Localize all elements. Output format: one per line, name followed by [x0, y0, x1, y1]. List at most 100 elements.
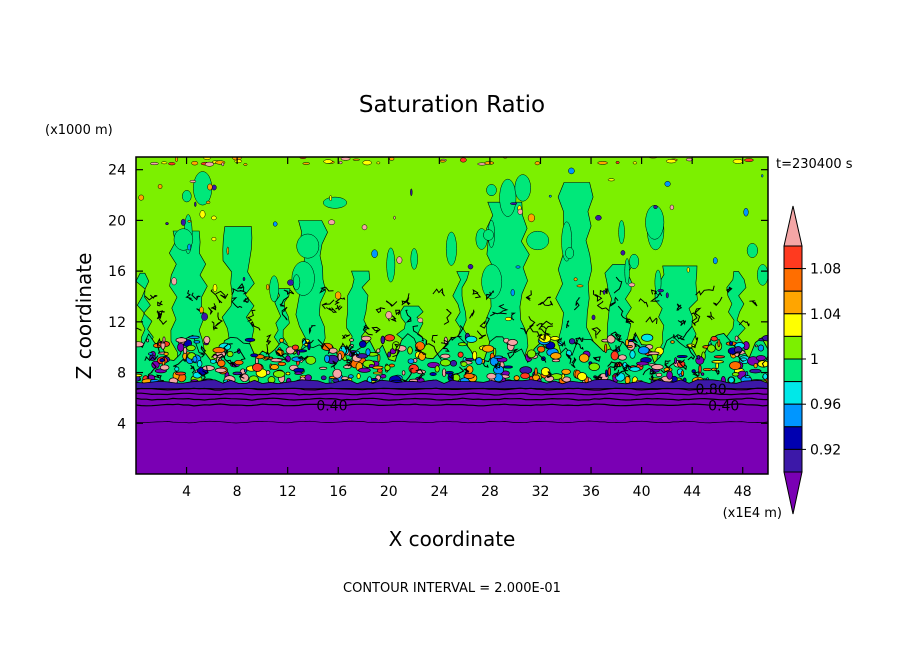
contour-squiggle [215, 290, 229, 300]
contour-squiggle [414, 345, 427, 355]
turbulent-cell [296, 350, 300, 356]
turbulent-cell [460, 361, 468, 367]
contour-label: 0.80 [696, 382, 727, 398]
turbulent-cell [291, 356, 303, 362]
turbulent-cell [294, 371, 303, 375]
top-fragment [632, 161, 638, 165]
turbulent-cell [625, 339, 629, 347]
turbulent-cell [731, 372, 740, 377]
colorbar-label: 0.92 [810, 442, 841, 458]
turbulent-cell [707, 344, 716, 353]
contour-squiggle [599, 287, 609, 296]
cloud-fragment [272, 221, 278, 227]
contour-squiggle [321, 299, 335, 310]
turbulent-cell [285, 355, 291, 363]
contour-squiggle [265, 343, 271, 360]
top-fragment [389, 157, 395, 161]
chart-title: Saturation Ratio [359, 92, 545, 118]
y-tick-label: 8 [117, 366, 126, 382]
contour-squiggle [463, 368, 470, 376]
y-axis-ticks: 4 8 12 16 20 24 [108, 163, 768, 432]
cloud-fragment [329, 195, 332, 201]
contour-squiggle [673, 334, 683, 340]
contour-squiggle [144, 294, 158, 301]
contour-squiggle [575, 336, 584, 343]
contour-squiggle [612, 345, 621, 352]
y-tick-label: 16 [108, 264, 126, 280]
moist-blob [629, 253, 640, 270]
x-tick-label: 8 [233, 484, 242, 500]
turbulent-cell [526, 349, 537, 359]
turbulent-cell [377, 353, 381, 363]
contour-squiggle [536, 332, 547, 342]
contour-squiggle [405, 309, 412, 323]
contour-squiggle [448, 366, 465, 381]
turbulent-cell [434, 365, 440, 373]
contour-squiggle [210, 289, 223, 304]
colorbar-swatch [783, 313, 803, 337]
moist-blob [486, 184, 497, 197]
contour-squiggle [489, 311, 507, 317]
turbulent-cell [534, 367, 538, 376]
contour-squiggle [147, 362, 157, 379]
moist-blob [296, 233, 320, 259]
contour-squiggle [308, 325, 316, 335]
contour-squiggle [441, 342, 450, 352]
turbulent-cell [728, 376, 735, 384]
cloud-fragment [620, 250, 626, 256]
turbulent-cell [680, 370, 685, 376]
cloud-fragment [211, 237, 217, 242]
turbulent-cell [637, 346, 650, 355]
turbulent-cell [651, 364, 664, 370]
turbulent-cell [507, 339, 518, 346]
turbulent-cell [655, 372, 663, 377]
turbulent-cell [618, 354, 627, 361]
top-fragment [376, 161, 381, 165]
turbulent-cell [717, 338, 721, 348]
moist-blob [182, 190, 192, 203]
cloud-fragment [568, 167, 575, 175]
contour-squiggle [425, 340, 442, 360]
contour-label: 0.40 [708, 399, 739, 415]
contour-squiggle [692, 371, 700, 378]
cloud-fragment [686, 267, 690, 273]
turbulent-cell [193, 340, 201, 344]
contour-squiggle [725, 286, 733, 293]
contour-squiggle [507, 312, 516, 321]
x-tick-label: 32 [532, 484, 550, 500]
contour-squiggle [520, 324, 534, 335]
contour-squiggle [614, 333, 625, 344]
turbulent-cell [537, 345, 546, 353]
contour-squiggle [211, 321, 218, 331]
contour-squiggle [616, 369, 629, 378]
contour-squiggle [634, 342, 641, 348]
contour-squiggle [330, 360, 338, 370]
turbulent-cell [744, 375, 751, 379]
x-tick-label: 16 [329, 484, 347, 500]
turbulent-cell [702, 367, 712, 372]
cloud-fragment [628, 282, 636, 287]
colorbar-swatch [783, 426, 803, 450]
dry-layer-edge [136, 379, 768, 389]
cloud-fragment [385, 311, 393, 320]
x-tick-label: 12 [279, 484, 297, 500]
cloud-fragment [206, 200, 211, 204]
turbulent-cell [192, 371, 202, 379]
turbulent-cell [700, 372, 705, 376]
turbulent-cell [192, 355, 198, 363]
x-tick-label: 20 [380, 484, 398, 500]
turbulent-cell [407, 358, 415, 364]
cloud-fragment [211, 215, 217, 221]
cloud-fragment [576, 284, 584, 288]
cloud-fragment [138, 194, 145, 201]
turbulent-cell [232, 371, 243, 376]
contour-squiggle [432, 287, 445, 297]
isoline [136, 397, 768, 401]
turbulent-cell [377, 368, 383, 373]
colorbar-swatch [783, 268, 803, 292]
turbulent-cell [439, 359, 451, 367]
turbulent-cell [734, 335, 739, 341]
turbulent-cell [188, 335, 200, 339]
isoline [136, 392, 768, 396]
turbulent-cell [186, 344, 196, 352]
